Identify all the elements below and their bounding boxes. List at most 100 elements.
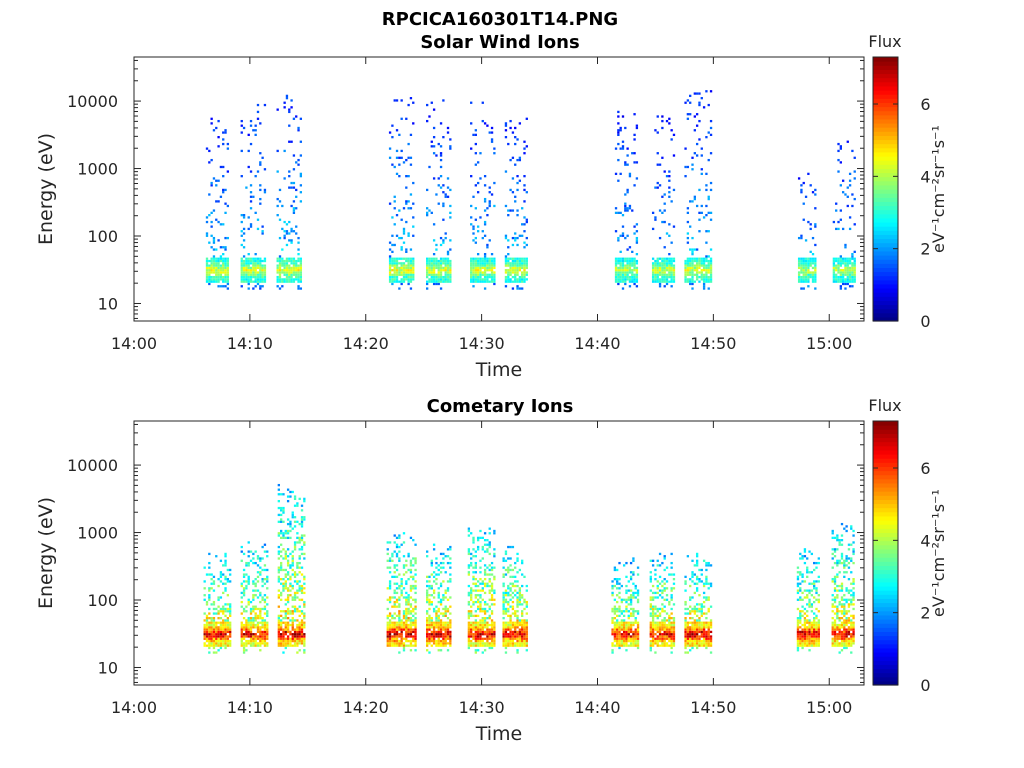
heatmap-cell-burst-3: [409, 564, 413, 567]
heatmap-cell-burst-0: [210, 257, 213, 260]
heatmap-cell-burst-9: [709, 211, 713, 214]
heatmap-cell-burst-9: [684, 607, 687, 611]
heatmap-cell-burst-2: [298, 633, 301, 636]
heatmap-cell-burst-2: [296, 541, 299, 544]
heatmap-cell-burst-8: [665, 266, 669, 270]
heatmap-cell-burst-8: [658, 209, 662, 212]
heatmap-cell-burst-0: [224, 633, 227, 636]
heatmap-cell-burst-8: [661, 607, 664, 611]
heatmap-cell-burst-6: [518, 156, 522, 159]
heatmap-cell-burst-5: [470, 564, 473, 567]
heatmap-cell-burst-7: [617, 282, 620, 286]
heatmap-cell-burst-0: [208, 617, 211, 620]
heatmap-cell-burst-2: [290, 280, 293, 283]
heatmap-cell-burst-6: [516, 552, 519, 556]
heatmap-cell-burst-2: [288, 269, 291, 272]
heatmap-cell-burst-9: [691, 156, 694, 159]
heatmap-cell-burst-10: [807, 278, 810, 281]
heatmap-cell-burst-5: [470, 223, 473, 226]
heatmap-cell-burst-5: [474, 142, 477, 146]
heatmap-cell-burst-3: [395, 259, 399, 263]
heatmap-cell-burst-2: [280, 568, 283, 572]
heatmap-cell-burst-9: [707, 275, 710, 279]
heatmap-cell-burst-6: [525, 271, 528, 274]
colorbar-swatch: [873, 102, 898, 108]
heatmap-cell-burst-8: [651, 264, 655, 267]
heatmap-cell-burst-4: [449, 271, 452, 274]
heatmap-cell-burst-9: [702, 623, 706, 627]
heatmap-cell-burst-0: [224, 552, 227, 556]
heatmap-cell-burst-3: [405, 275, 408, 279]
heatmap-cell-burst-0: [210, 234, 213, 237]
heatmap-cell-burst-3: [395, 275, 399, 279]
heatmap-cell-burst-1: [256, 266, 260, 270]
heatmap-cell-burst-5: [490, 266, 494, 270]
heatmap-cell-burst-7: [635, 230, 639, 233]
heatmap-cell-burst-4: [449, 557, 452, 560]
heatmap-cell-burst-11: [851, 257, 854, 260]
heatmap-cell-burst-2: [277, 644, 280, 647]
heatmap-cell-burst-1: [240, 257, 243, 260]
heatmap-cell-burst-5: [474, 637, 477, 640]
heatmap-cell-burst-5: [488, 527, 491, 530]
heatmap-cell-burst-7: [628, 204, 632, 208]
heatmap-cell-burst-10: [814, 266, 817, 270]
heatmap-cell-burst-2: [282, 511, 285, 514]
heatmap-cell-burst-5: [488, 630, 491, 634]
heatmap-cell-burst-8: [672, 133, 676, 137]
heatmap-cell-burst-4: [426, 264, 429, 267]
heatmap-cell-burst-3: [398, 612, 401, 615]
heatmap-cell-burst-5: [467, 603, 471, 606]
heatmap-cell-burst-8: [672, 587, 676, 590]
heatmap-cell-burst-5: [467, 600, 471, 604]
heatmap-cell-burst-2: [278, 271, 282, 274]
heatmap-cell-burst-8: [649, 580, 652, 583]
heatmap-cell-burst-8: [665, 257, 669, 260]
heatmap-cell-burst-0: [212, 623, 216, 627]
heatmap-cell-burst-5: [474, 639, 477, 643]
heatmap-cell-burst-4: [439, 561, 443, 565]
heatmap-cell-burst-1: [240, 230, 243, 233]
heatmap-cell-burst-2: [289, 520, 292, 523]
heatmap-cell-burst-3: [398, 626, 401, 629]
heatmap-cell-burst-4: [426, 257, 429, 260]
heatmap-cell-burst-5: [476, 580, 480, 583]
heatmap-cell-burst-7: [636, 598, 640, 601]
heatmap-cell-burst-4: [432, 591, 436, 595]
heatmap-cell-burst-1: [254, 262, 257, 265]
heatmap-cell-burst-4: [444, 605, 447, 608]
heatmap-cell-burst-1: [240, 269, 243, 272]
heatmap-cell-burst-1: [242, 271, 246, 274]
heatmap-cell-burst-7: [619, 126, 622, 130]
heatmap-cell-burst-5: [467, 573, 471, 576]
heatmap-cell-burst-4: [446, 561, 450, 565]
heatmap-cell-burst-0: [215, 266, 218, 270]
heatmap-cell-burst-8: [661, 115, 664, 118]
heatmap-cell-burst-5: [493, 642, 496, 645]
heatmap-cell-burst-10: [802, 202, 805, 205]
heatmap-cell-burst-4: [439, 175, 443, 178]
heatmap-cell-burst-0: [229, 621, 232, 624]
heatmap-cell-burst-3: [402, 227, 406, 231]
heatmap-cell-burst-9: [707, 195, 710, 198]
heatmap-cell-burst-5: [493, 273, 496, 276]
heatmap-cell-burst-2: [278, 255, 282, 258]
heatmap-cell-burst-11: [839, 287, 842, 290]
heatmap-cell-burst-2: [285, 243, 289, 247]
heatmap-cell-burst-4: [437, 623, 440, 627]
heatmap-cell-burst-8: [670, 594, 673, 597]
heatmap-cell-burst-2: [289, 522, 292, 526]
heatmap-cell-burst-0: [208, 282, 211, 286]
heatmap-cell-burst-1: [259, 642, 262, 645]
heatmap-cell-burst-8: [670, 241, 673, 244]
heatmap-cell-burst-0: [222, 635, 225, 638]
heatmap-cell-burst-2: [291, 623, 294, 627]
heatmap-cell-burst-0: [217, 275, 220, 279]
heatmap-cell-burst-6: [518, 122, 522, 125]
heatmap-cell-burst-7: [614, 147, 618, 150]
heatmap-cell-burst-6: [516, 580, 519, 583]
heatmap-cell-burst-3: [388, 582, 392, 585]
heatmap-cell-burst-10: [802, 271, 805, 274]
heatmap-cell-burst-11: [832, 278, 836, 281]
heatmap-cell-burst-5: [472, 626, 475, 629]
